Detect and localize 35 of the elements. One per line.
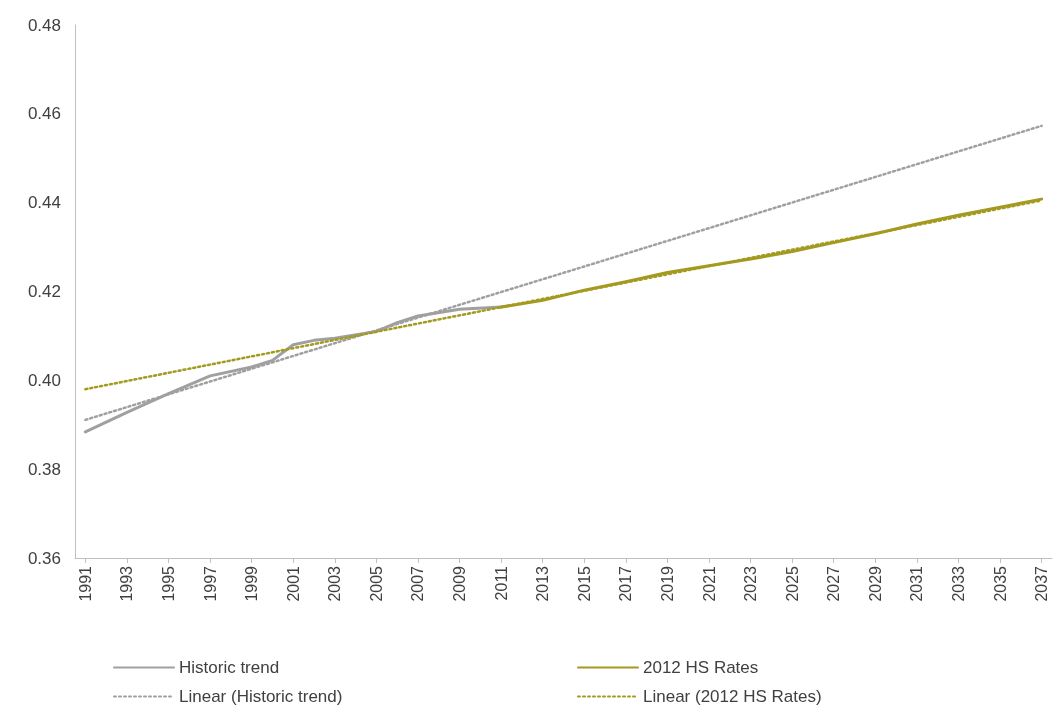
x-tick-label: 2007 (409, 565, 427, 602)
x-tick-label: 2011 (492, 565, 510, 601)
x-tick-label: 2025 (783, 565, 801, 602)
x-tick-label: 2037 (1033, 565, 1051, 602)
x-tick-label: 2009 (451, 565, 469, 602)
x-tick-label: 2035 (991, 565, 1009, 602)
x-tick-label: 2005 (367, 565, 385, 602)
legend-label: Linear (2012 HS Rates) (643, 687, 822, 706)
y-tick-label: 0.44 (27, 193, 61, 213)
x-tick-label: 2027 (825, 565, 843, 602)
x-tick-label: 2021 (700, 565, 718, 602)
x-tick-label: 1995 (160, 565, 178, 602)
x-tick-label: 2013 (534, 565, 552, 602)
x-tick-label: 2003 (326, 565, 344, 602)
y-tick-label: 0.48 (27, 15, 61, 35)
x-tick-label: 2015 (575, 565, 593, 602)
y-tick-label: 0.42 (27, 282, 61, 301)
x-tick-label: 2029 (866, 565, 884, 602)
x-tick-label: 1997 (201, 565, 219, 602)
x-tick-label: 2017 (617, 565, 635, 602)
x-tick-label: 1993 (118, 565, 136, 602)
legend-label: Historic trend (179, 658, 280, 677)
x-tick-label: 2001 (284, 565, 302, 602)
x-tick-label: 2031 (908, 565, 926, 602)
y-tick-label: 0.40 (27, 370, 61, 390)
y-tick-label: 0.36 (27, 548, 61, 568)
y-tick-label: 0.46 (27, 104, 61, 124)
y-tick-label: 0.38 (27, 459, 61, 479)
legend-label: Linear (Historic trend) (179, 687, 343, 706)
x-tick-label: 1991 (76, 565, 94, 602)
x-tick-label: 1999 (243, 565, 261, 602)
x-tick-label: 2019 (658, 565, 676, 602)
x-tick-label: 2033 (949, 565, 967, 602)
legend-label: 2012 HS Rates (643, 658, 759, 677)
x-tick-label: 2023 (742, 565, 760, 602)
